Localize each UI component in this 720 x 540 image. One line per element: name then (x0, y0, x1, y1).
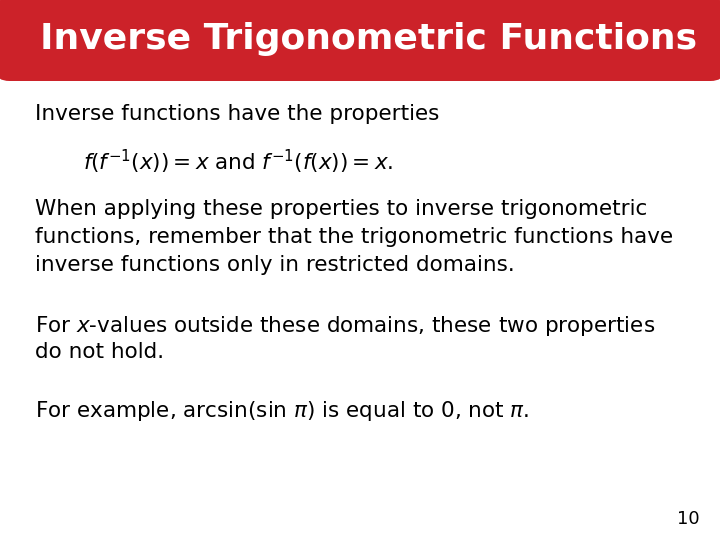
Text: $\mathit{f}(\mathit{f}^{-1}(\mathit{x})) = \mathit{x}$ and $\mathit{f}^{-1}(\mat: $\mathit{f}(\mathit{f}^{-1}(\mathit{x}))… (83, 148, 393, 176)
FancyBboxPatch shape (0, 0, 720, 81)
Text: For example, arcsin(sin $\pi$) is equal to 0, not $\pi$.: For example, arcsin(sin $\pi$) is equal … (35, 399, 529, 422)
Text: 10: 10 (678, 510, 700, 528)
Text: functions, remember that the trigonometric functions have: functions, remember that the trigonometr… (35, 227, 672, 247)
Text: Inverse Trigonometric Functions: Inverse Trigonometric Functions (40, 23, 697, 56)
Text: For $\mathit{x}$-values outside these domains, these two properties: For $\mathit{x}$-values outside these do… (35, 314, 654, 338)
Text: inverse functions only in restricted domains.: inverse functions only in restricted dom… (35, 255, 514, 275)
Text: When applying these properties to inverse trigonometric: When applying these properties to invers… (35, 199, 647, 219)
Text: Inverse functions have the properties: Inverse functions have the properties (35, 104, 439, 124)
Text: do not hold.: do not hold. (35, 342, 163, 362)
